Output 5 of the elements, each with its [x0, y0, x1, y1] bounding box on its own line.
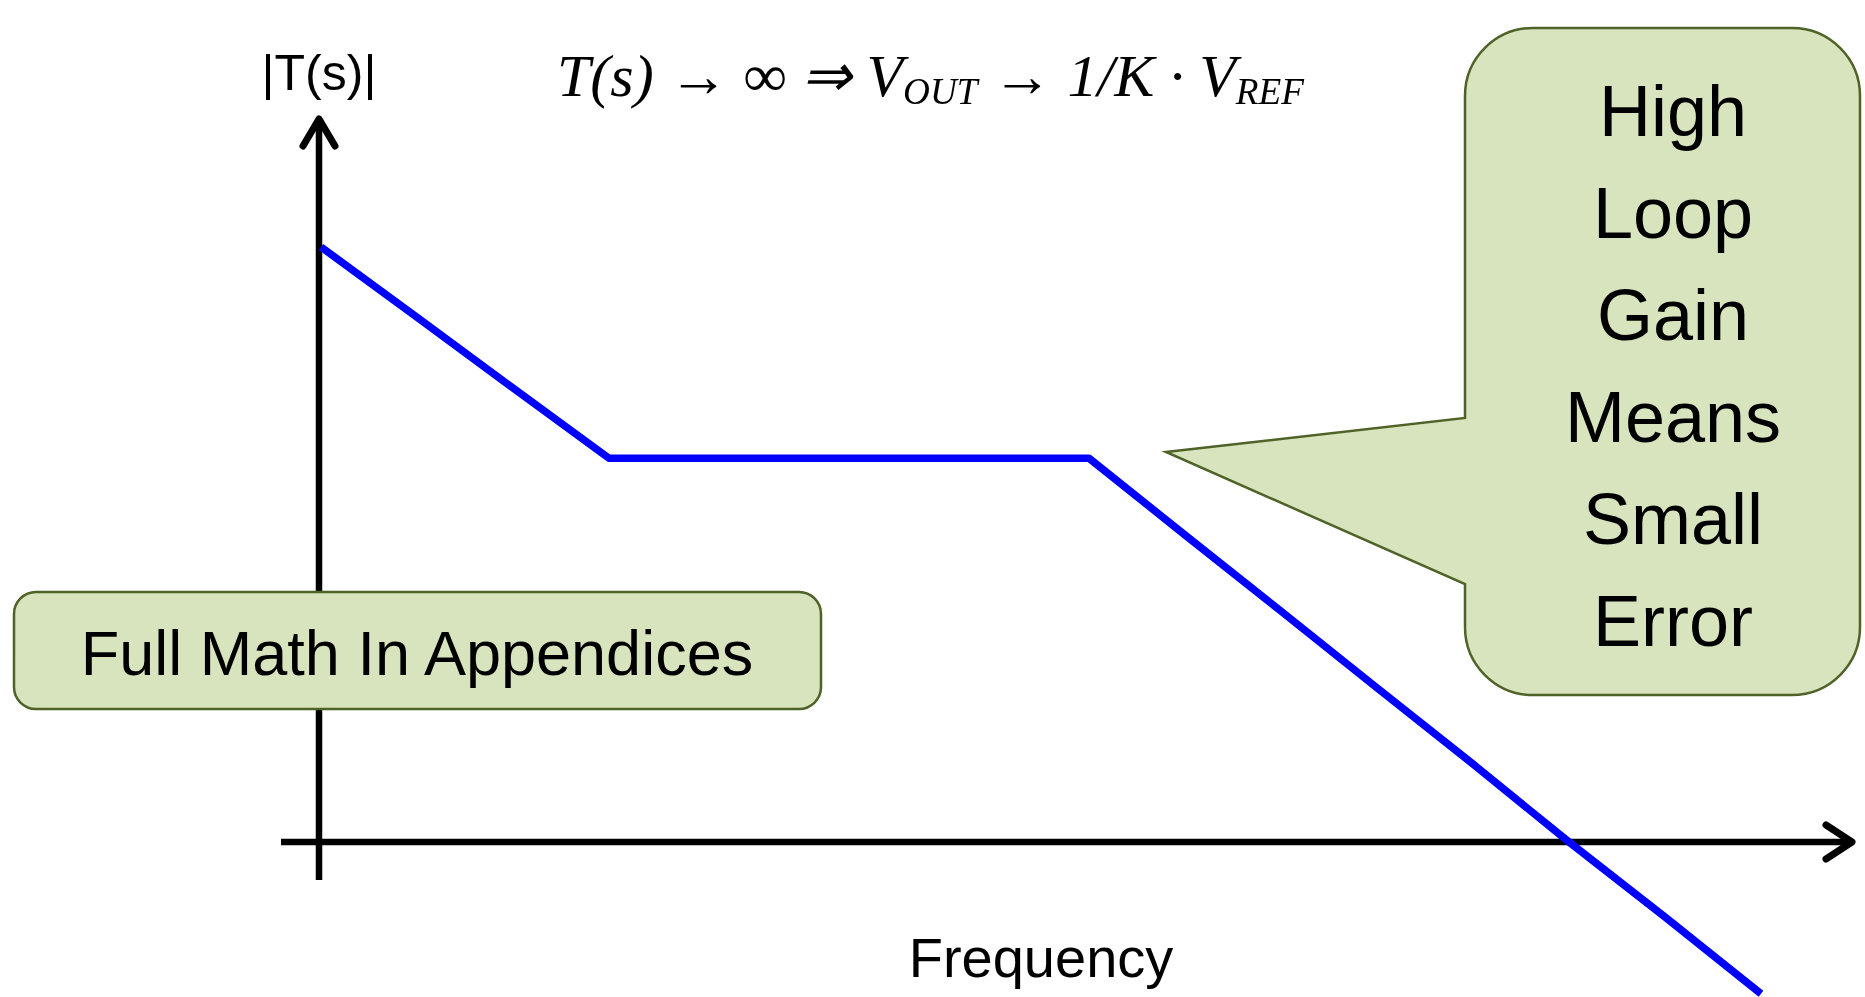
annotation: High Loop Gain Means Small Error — [1564, 71, 1782, 661]
annotation: Full Math In Appendices — [80, 618, 754, 688]
chart-title: T(s) → ∞ ⇒ V$_{OUT}$ → 1/K · V$_{REF}$ — [557, 43, 1306, 113]
x-axis-title: Frequency — [908, 926, 1174, 989]
y-axis-title: |T(s)| — [261, 45, 377, 101]
